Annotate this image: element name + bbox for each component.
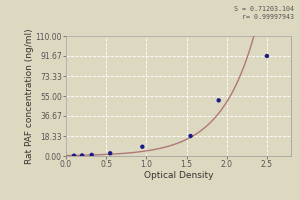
- Point: [108, 152, 112, 155]
- Point: [216, 99, 221, 102]
- X-axis label: Optical Density: Optical Density: [144, 171, 213, 180]
- Point: [188, 134, 193, 138]
- Point: [80, 154, 85, 157]
- Point: [89, 153, 94, 157]
- Point: [265, 54, 269, 58]
- Point: [140, 145, 145, 148]
- Point: [72, 154, 76, 157]
- Y-axis label: Rat PAF concentration (ng/ml): Rat PAF concentration (ng/ml): [25, 28, 34, 164]
- Text: S = 0.71203.104
r= 0.99997943: S = 0.71203.104 r= 0.99997943: [234, 6, 294, 20]
